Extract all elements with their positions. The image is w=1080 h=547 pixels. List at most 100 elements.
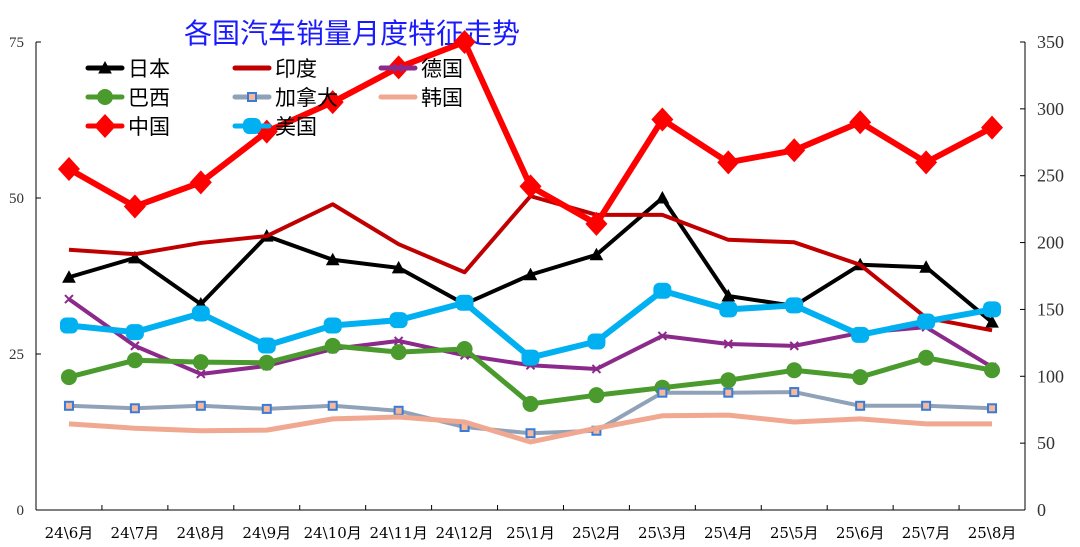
data-point — [985, 315, 999, 328]
series-line — [68, 412, 993, 445]
data-point — [390, 344, 407, 361]
legend-marker — [393, 63, 403, 73]
data-point — [921, 400, 932, 411]
data-point — [125, 324, 144, 341]
data-point — [919, 260, 933, 273]
data-point — [129, 403, 140, 414]
data-point — [789, 341, 799, 351]
x-tick-label: 24\11月 — [370, 524, 428, 542]
series-3 — [60, 337, 1001, 412]
legend-item: 中国 — [85, 114, 170, 139]
data-point — [128, 250, 142, 264]
legend-item: 巴西 — [85, 86, 170, 110]
data-point — [852, 369, 869, 386]
data-point — [525, 428, 536, 439]
data-point — [723, 339, 734, 349]
data-point — [123, 194, 146, 219]
data-point — [789, 387, 800, 398]
legend-item: 韩国 — [378, 86, 463, 110]
legend-label: 韩国 — [421, 86, 463, 110]
data-point — [257, 337, 276, 354]
data-point — [588, 387, 605, 404]
series-7 — [59, 282, 1002, 366]
x-tick-label: 24\6月 — [45, 524, 94, 542]
x-tick-label: 25\1月 — [506, 524, 555, 542]
data-point — [723, 387, 734, 398]
legend-item: 印度 — [232, 57, 317, 81]
data-point — [130, 341, 140, 351]
x-tick-label: 24\12月 — [435, 524, 493, 542]
x-tick-label: 24\8月 — [176, 524, 225, 542]
data-point — [57, 157, 80, 182]
data-point — [393, 405, 404, 416]
data-point — [587, 333, 606, 350]
data-point — [59, 317, 78, 334]
legend-marker — [243, 118, 261, 134]
x-tick-label: 25\7月 — [902, 524, 951, 542]
left-tick-label: 75 — [9, 35, 24, 51]
data-point — [393, 336, 404, 346]
data-point — [851, 326, 870, 343]
data-point — [721, 288, 736, 302]
data-point — [917, 313, 936, 330]
data-point — [60, 369, 77, 386]
legend-item: 日本 — [85, 57, 170, 81]
legend-label: 印度 — [275, 57, 317, 81]
data-point — [189, 170, 212, 195]
legend-marker — [94, 114, 116, 138]
legend-label: 日本 — [128, 57, 170, 81]
right-tick-label: 250 — [1037, 166, 1064, 186]
data-point — [717, 150, 740, 175]
legend-item: 德国 — [378, 57, 463, 81]
legend-item: 美国 — [232, 115, 317, 139]
right-tick-label: 0 — [1037, 500, 1046, 520]
data-point — [196, 369, 206, 379]
data-point — [849, 110, 872, 135]
data-point — [786, 362, 803, 379]
right-tick-label: 150 — [1037, 299, 1064, 319]
data-point — [918, 349, 935, 366]
legend-label: 巴西 — [128, 86, 170, 110]
data-point — [521, 349, 540, 366]
data-point — [64, 294, 74, 304]
data-point — [519, 174, 542, 199]
legend-marker — [97, 89, 113, 105]
x-tick-label: 24\7月 — [111, 524, 160, 542]
data-point — [785, 297, 804, 314]
data-point — [456, 341, 473, 358]
legend-item: 加拿大 — [232, 86, 338, 110]
data-point — [719, 301, 738, 318]
data-point — [855, 400, 866, 411]
x-tick-label: 24\9月 — [242, 524, 291, 542]
data-point — [522, 395, 539, 412]
right-tick-label: 200 — [1037, 233, 1064, 253]
data-point — [389, 312, 408, 329]
data-point — [323, 317, 342, 334]
data-point — [984, 362, 1001, 379]
data-point — [191, 305, 210, 322]
x-tick-label: 25\3月 — [638, 524, 687, 542]
data-point — [983, 301, 1002, 318]
left-tick-label: 25 — [9, 347, 24, 363]
legend-label: 美国 — [275, 115, 317, 139]
legend-marker — [247, 92, 257, 102]
series-4 — [63, 387, 998, 439]
x-tick-label: 25\2月 — [572, 524, 621, 542]
data-point — [915, 150, 938, 175]
right-tick-label: 100 — [1037, 366, 1064, 386]
data-point — [255, 119, 278, 144]
x-tick-label: 25\4月 — [704, 524, 753, 542]
data-point — [591, 364, 602, 374]
data-point — [981, 115, 1004, 140]
data-point — [327, 400, 338, 411]
data-point — [391, 260, 406, 274]
data-point — [657, 387, 668, 398]
data-point — [62, 270, 76, 283]
legend-marker — [98, 60, 112, 74]
data-point — [321, 90, 344, 115]
data-point — [325, 252, 340, 266]
data-point — [589, 247, 604, 261]
data-point — [63, 400, 74, 411]
data-point — [126, 352, 143, 369]
